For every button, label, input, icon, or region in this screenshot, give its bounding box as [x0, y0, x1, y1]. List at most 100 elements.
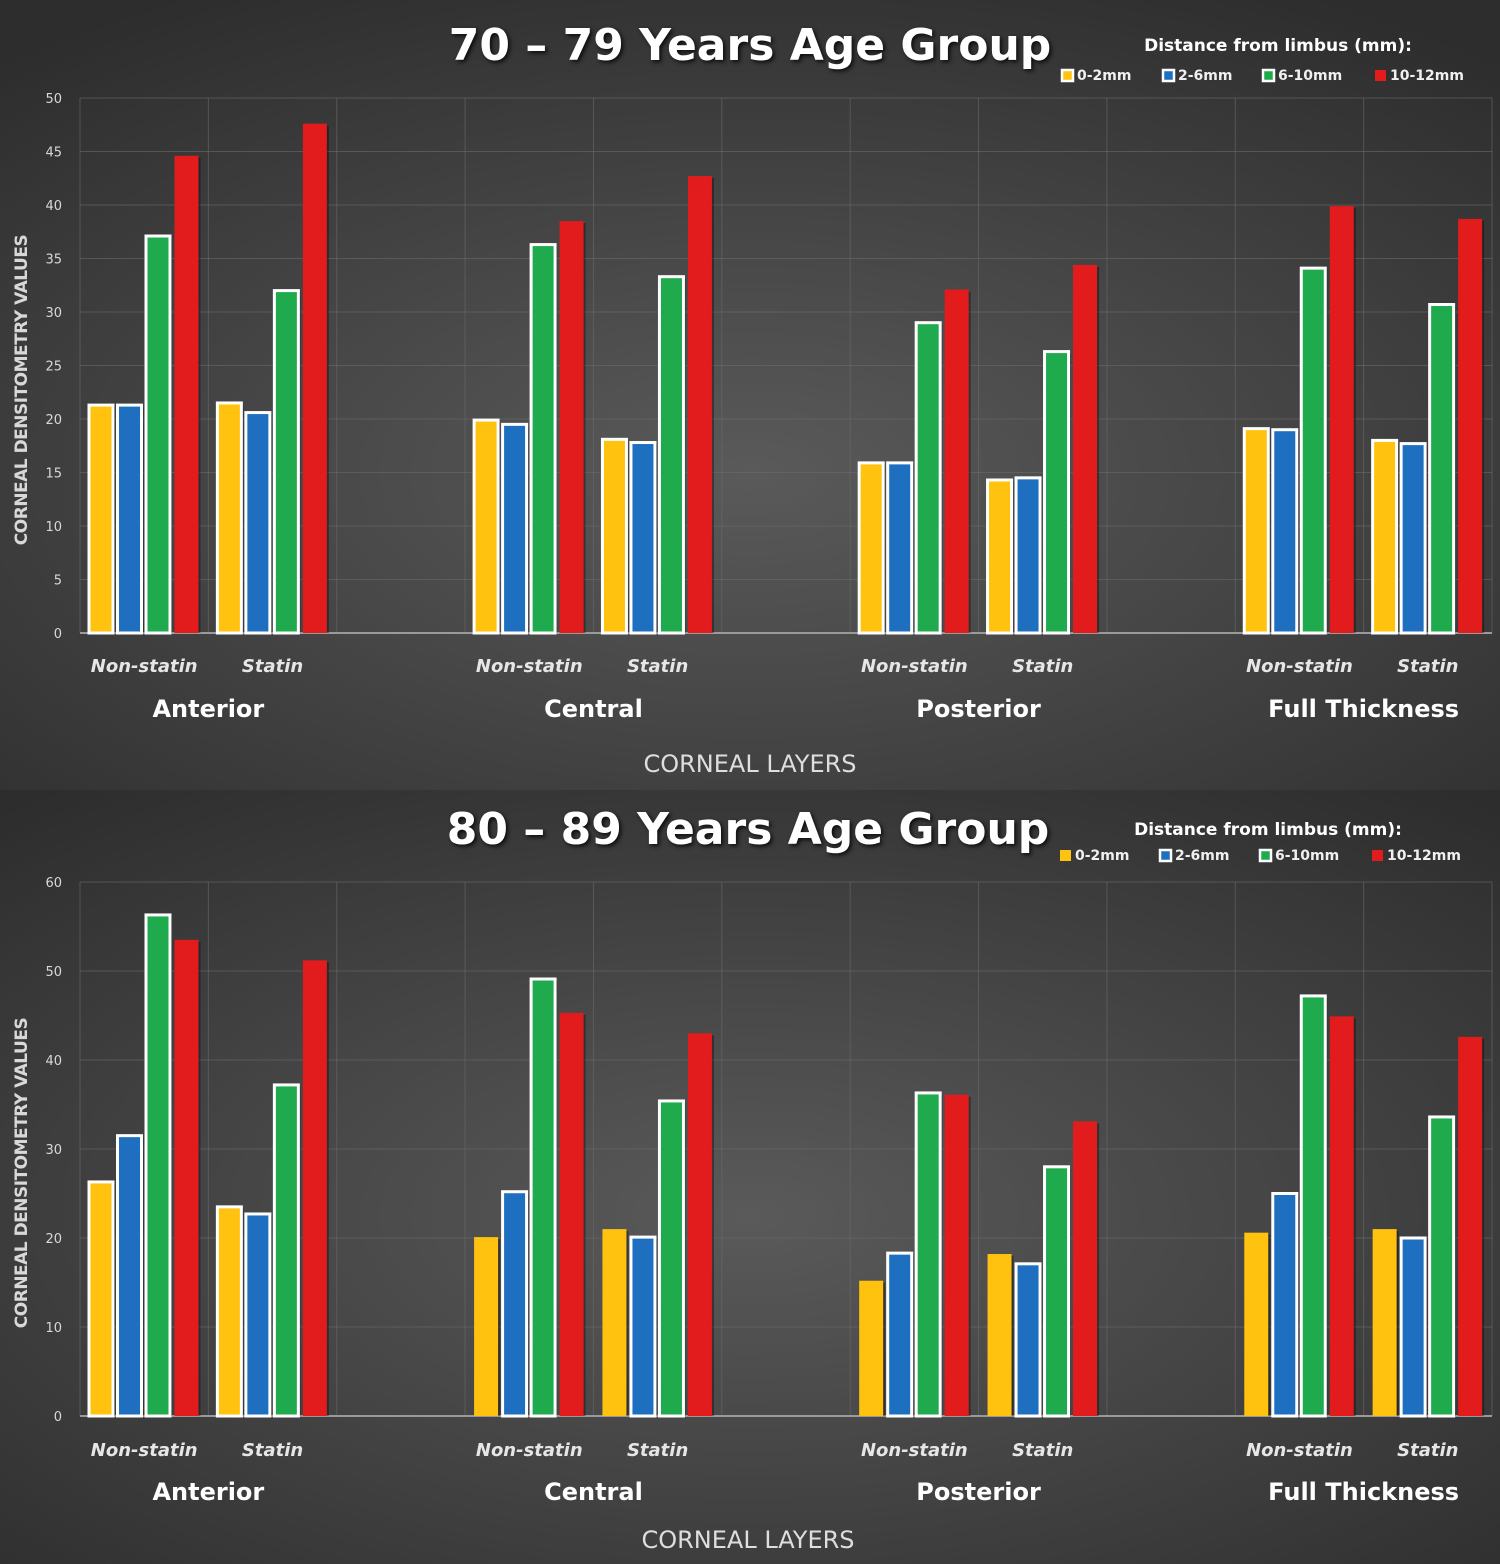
y-tick-label: 0	[54, 627, 62, 642]
x-axis-label: CORNEAL LAYERS	[643, 750, 856, 778]
bar-10-12mm-full-thickness-non-statin: Full Thickness Non-statin / 10-12mm: 39.…	[1329, 206, 1354, 633]
bar-2-6mm-full-thickness-non-statin: Full Thickness Non-statin / 2-6mm: 25	[1271, 1192, 1299, 1418]
bar-6-10mm-posterior-statin: Posterior Statin / 6-10mm: 28	[1043, 1165, 1071, 1418]
bar-0-2mm-central-non-statin: Central Non-statin / 0-2mm: 19.9	[472, 418, 500, 635]
bar-10-12mm-posterior-non-statin: Posterior Non-statin / 10-12mm: 32.1	[944, 289, 969, 633]
y-tick-label: 15	[45, 467, 62, 482]
x-subgroup-label: Non-statin	[861, 656, 968, 677]
x-subgroup-label: Non-statin	[476, 656, 583, 677]
x-subgroup-label: Statin	[242, 656, 303, 677]
bar-2-6mm-anterior-statin: Anterior Statin / 2-6mm: 20.6	[244, 411, 272, 635]
legend-label: 10-12mm	[1387, 848, 1461, 864]
x-group-label: Full Thickness	[1268, 1478, 1459, 1506]
bar-0-2mm-posterior-statin: Posterior Statin / 0-2mm: 14.3	[986, 478, 1014, 635]
x-subgroup-label: Statin	[627, 1440, 688, 1461]
x-group-label: Central	[544, 1478, 643, 1506]
bar-10-12mm-anterior-statin: Anterior Statin / 10-12mm: 51.2	[302, 960, 327, 1416]
legend-label: 6-10mm	[1275, 848, 1339, 864]
y-axis-label: CORNEAL DENSITOMETRY VALUES	[12, 1018, 32, 1328]
bar-6-10mm-central-statin: Central Statin / 6-10mm: 33.3	[657, 275, 685, 635]
legend-label: 0-2mm	[1077, 68, 1131, 84]
bar-10-12mm-central-non-statin: Central Non-statin / 10-12mm: 38.5	[559, 221, 584, 634]
bar-2-6mm-posterior-statin: Posterior Statin / 2-6mm: 17.1	[1014, 1262, 1042, 1418]
bar-10-12mm-full-thickness-statin: Full Thickness Statin / 10-12mm: 42.6	[1458, 1036, 1483, 1416]
bar-0-2mm-full-thickness-statin: Full Thickness Statin / 0-2mm: 18	[1371, 438, 1399, 635]
y-axis-label: CORNEAL DENSITOMETRY VALUES	[12, 235, 32, 545]
bar-0-2mm-full-thickness-non-statin: Full Thickness Non-statin / 0-2mm: 19.1	[1242, 427, 1270, 635]
x-subgroup-label: Non-statin	[91, 1440, 198, 1461]
x-subgroup-label: Non-statin	[861, 1440, 968, 1461]
bar-10-12mm-central-statin: Central Statin / 10-12mm: 42.7	[687, 176, 712, 634]
bar-10-12mm-full-thickness-non-statin: Full Thickness Non-statin / 10-12mm: 44.…	[1329, 1016, 1354, 1416]
bar-10-12mm-anterior-statin: Anterior Statin / 10-12mm: 47.6	[302, 123, 327, 634]
y-tick-label: 30	[45, 1143, 62, 1158]
bar-2-6mm-posterior-statin: Posterior Statin / 2-6mm: 14.5	[1014, 476, 1042, 635]
bar-0-2mm-central-statin: Central Statin / 0-2mm: 18.1	[600, 437, 628, 635]
x-subgroup-label: Statin	[242, 1440, 303, 1461]
legend-title: Distance from limbus (mm):	[1134, 820, 1402, 840]
bar-0-2mm-posterior-non-statin: Posterior Non-statin / 0-2mm: 15.2	[859, 1280, 884, 1416]
bar-2-6mm-full-thickness-statin: Full Thickness Statin / 2-6mm: 20	[1399, 1236, 1427, 1418]
y-tick-label: 20	[45, 413, 62, 428]
y-tick-label: 0	[54, 1410, 62, 1425]
bar-6-10mm-anterior-non-statin: Anterior Non-statin / 6-10mm: 37.1	[144, 234, 172, 635]
chart-panel-80-89: Anterior Non-statin / 0-2mm: 26.3Anterio…	[0, 790, 1500, 1564]
legend-swatch-10-12mm	[1375, 70, 1386, 81]
y-tick-label: 25	[45, 360, 62, 375]
y-tick-label: 40	[45, 1054, 62, 1069]
chart-title: 70 – 79 Years Age Group	[449, 20, 1052, 71]
legend-swatch-0-2mm	[1060, 68, 1075, 83]
legend-swatch-2-6mm	[1158, 848, 1173, 863]
y-tick-label: 35	[45, 253, 62, 268]
bar-6-10mm-full-thickness-statin: Full Thickness Statin / 6-10mm: 33.6	[1428, 1115, 1456, 1418]
bar-10-12mm-central-statin: Central Statin / 10-12mm: 43	[687, 1033, 712, 1416]
y-tick-label: 50	[45, 92, 62, 107]
legend-swatch-6-10mm	[1258, 848, 1273, 863]
x-subgroup-label: Statin	[1397, 1440, 1458, 1461]
bar-10-12mm-anterior-non-statin: Anterior Non-statin / 10-12mm: 44.6	[174, 155, 199, 633]
bar-6-10mm-full-thickness-statin: Full Thickness Statin / 6-10mm: 30.7	[1428, 303, 1456, 635]
legend-swatch-0-2mm	[1060, 850, 1071, 861]
x-subgroup-label: Statin	[1012, 656, 1073, 677]
x-subgroup-label: Statin	[1012, 1440, 1073, 1461]
y-tick-label: 10	[45, 520, 62, 535]
legend-swatch-2-6mm	[1161, 68, 1176, 83]
bar-6-10mm-posterior-non-statin: Posterior Non-statin / 6-10mm: 29	[914, 321, 942, 635]
y-tick-label: 45	[45, 146, 62, 161]
bar-6-10mm-posterior-statin: Posterior Statin / 6-10mm: 26.3	[1043, 350, 1071, 635]
bar-2-6mm-anterior-non-statin: Anterior Non-statin / 2-6mm: 31.5	[116, 1134, 143, 1418]
y-tick-label: 60	[45, 876, 62, 891]
bar-0-2mm-central-non-statin: Central Non-statin / 0-2mm: 20.1	[474, 1237, 499, 1416]
bar-2-6mm-central-non-statin: Central Non-statin / 2-6mm: 25.2	[501, 1190, 529, 1418]
x-subgroup-label: Non-statin	[91, 656, 198, 677]
bar-0-2mm-anterior-statin: Anterior Statin / 0-2mm: 23.5	[215, 1205, 243, 1418]
bar-6-10mm-central-non-statin: Central Non-statin / 6-10mm: 36.3	[529, 243, 557, 635]
bar-2-6mm-anterior-statin: Anterior Statin / 2-6mm: 22.7	[244, 1212, 272, 1418]
x-axis-label: CORNEAL LAYERS	[641, 1526, 854, 1554]
bar-0-2mm-full-thickness-non-statin: Full Thickness Non-statin / 0-2mm: 20.6	[1244, 1232, 1269, 1416]
x-group-label: Anterior	[152, 1478, 264, 1506]
legend-label: 2-6mm	[1178, 68, 1232, 84]
bar-6-10mm-full-thickness-non-statin: Full Thickness Non-statin / 6-10mm: 47.2	[1299, 994, 1327, 1418]
x-subgroup-label: Statin	[627, 656, 688, 677]
bar-6-10mm-posterior-non-statin: Posterior Non-statin / 6-10mm: 36.3	[914, 1091, 942, 1418]
y-tick-label: 10	[45, 1321, 62, 1336]
bar-0-2mm-anterior-statin: Anterior Statin / 0-2mm: 21.5	[215, 401, 243, 635]
y-tick-label: 5	[54, 574, 62, 589]
legend-label: 2-6mm	[1175, 848, 1229, 864]
x-subgroup-label: Non-statin	[1246, 656, 1353, 677]
bar-2-6mm-central-statin: Central Statin / 2-6mm: 20.1	[629, 1235, 657, 1418]
y-tick-label: 30	[45, 306, 62, 321]
x-subgroup-label: Non-statin	[1246, 1440, 1353, 1461]
bar-chart-80-89: Anterior Non-statin / 0-2mm: 26.3Anterio…	[12, 804, 1493, 1554]
bar-2-6mm-posterior-non-statin: Posterior Non-statin / 2-6mm: 15.9	[886, 461, 914, 635]
bar-10-12mm-posterior-statin: Posterior Statin / 10-12mm: 33.1	[1073, 1121, 1098, 1416]
x-subgroup-label: Non-statin	[476, 1440, 583, 1461]
bar-0-2mm-central-statin: Central Statin / 0-2mm: 21	[602, 1229, 627, 1416]
chart-panel-70-79: Anterior Non-statin / 0-2mm: 21.3Anterio…	[0, 0, 1500, 790]
bar-0-2mm-posterior-statin: Posterior Statin / 0-2mm: 18.2	[987, 1254, 1012, 1416]
legend-swatch-10-12mm	[1372, 850, 1383, 861]
y-tick-label: 20	[45, 1232, 62, 1247]
chart-title: 80 – 89 Years Age Group	[447, 804, 1050, 855]
x-group-label: Central	[544, 695, 643, 723]
